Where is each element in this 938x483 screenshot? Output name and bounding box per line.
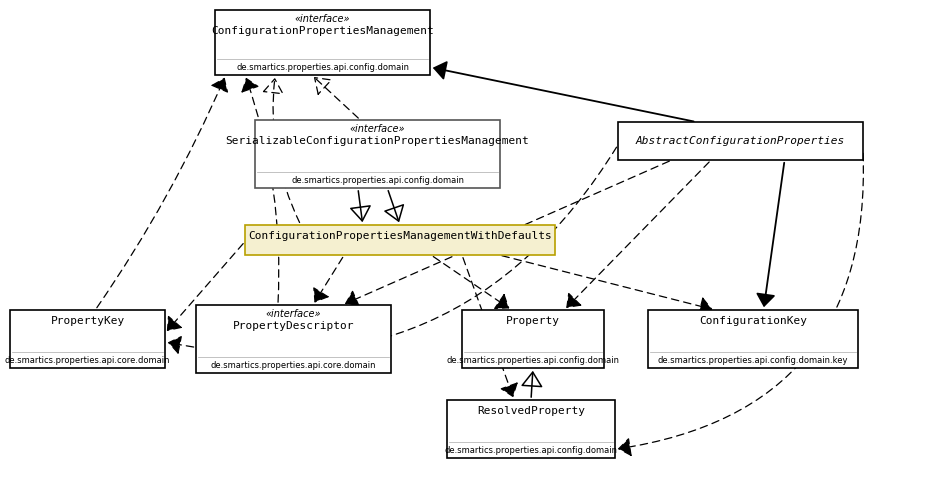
- FancyArrowPatch shape: [169, 147, 616, 354]
- FancyArrowPatch shape: [433, 256, 508, 309]
- Bar: [462, 310, 604, 368]
- Text: ConfigurationKey: ConfigurationKey: [699, 316, 807, 326]
- Text: AbstractConfigurationProperties: AbstractConfigurationProperties: [636, 136, 845, 146]
- FancyArrowPatch shape: [242, 79, 279, 302]
- Text: de.smartics.properties.api.config.domain: de.smartics.properties.api.config.domain: [236, 63, 409, 72]
- FancyArrowPatch shape: [502, 256, 712, 314]
- FancyArrowPatch shape: [757, 163, 784, 306]
- FancyArrowPatch shape: [346, 161, 670, 307]
- Text: de.smartics.properties.api.config.domain: de.smartics.properties.api.config.domain: [445, 446, 617, 455]
- FancyArrowPatch shape: [168, 243, 243, 330]
- Text: ResolvedProperty: ResolvedProperty: [477, 406, 585, 416]
- Bar: [215, 10, 430, 75]
- Text: Property: Property: [506, 316, 560, 326]
- Bar: [10, 310, 165, 368]
- Text: «interface»: «interface»: [265, 309, 321, 319]
- Text: de.smartics.properties.api.core.domain: de.smartics.properties.api.core.domain: [5, 356, 171, 365]
- Bar: [245, 225, 555, 255]
- FancyArrowPatch shape: [314, 257, 342, 302]
- Text: de.smartics.properties.api.config.domain: de.smartics.properties.api.config.domain: [446, 356, 619, 365]
- FancyArrowPatch shape: [434, 62, 694, 121]
- FancyArrowPatch shape: [619, 153, 863, 455]
- Text: «interface»: «interface»: [295, 14, 350, 24]
- Text: «interface»: «interface»: [350, 124, 405, 134]
- Text: de.smartics.properties.api.config.domain.key: de.smartics.properties.api.config.domain…: [658, 356, 848, 365]
- FancyArrowPatch shape: [567, 162, 709, 307]
- FancyArrowPatch shape: [463, 257, 517, 397]
- Text: PropertyDescriptor: PropertyDescriptor: [233, 321, 355, 331]
- Bar: [255, 120, 500, 188]
- FancyArrowPatch shape: [97, 79, 227, 308]
- Text: ConfigurationPropertiesManagementWithDefaults: ConfigurationPropertiesManagementWithDef…: [249, 231, 552, 241]
- Bar: [648, 310, 858, 368]
- Text: PropertyKey: PropertyKey: [51, 316, 125, 326]
- Text: de.smartics.properties.api.config.domain: de.smartics.properties.api.config.domain: [291, 176, 464, 185]
- Text: SerializableConfigurationPropertiesManagement: SerializableConfigurationPropertiesManag…: [226, 136, 529, 146]
- Bar: [196, 305, 391, 373]
- Bar: [618, 122, 863, 160]
- Bar: [447, 400, 615, 458]
- Text: de.smartics.properties.api.core.domain: de.smartics.properties.api.core.domain: [211, 361, 376, 370]
- Text: ConfigurationPropertiesManagement: ConfigurationPropertiesManagement: [211, 26, 434, 36]
